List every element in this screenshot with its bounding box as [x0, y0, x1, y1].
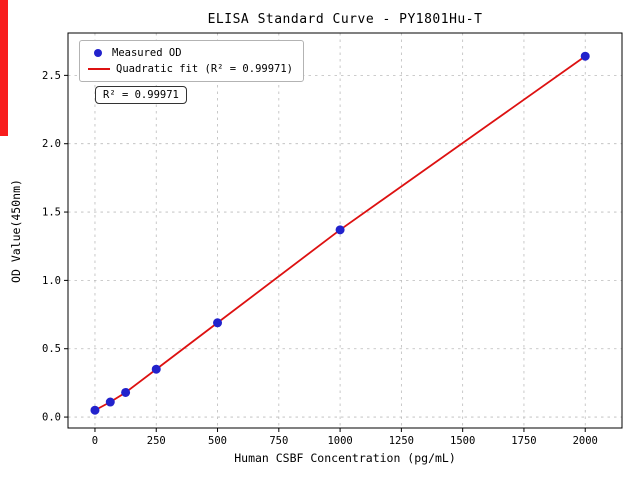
svg-text:1250: 1250 — [389, 435, 414, 447]
x-axis-label: Human CSBF Concentration (pg/mL) — [234, 451, 456, 465]
legend-marker-line-icon — [88, 68, 110, 70]
svg-text:2000: 2000 — [573, 435, 598, 447]
legend-label-measured-od: Measured OD — [112, 47, 182, 59]
svg-text:1750: 1750 — [511, 435, 536, 447]
y-axis-label: OD Value(450nm) — [9, 179, 23, 283]
svg-text:2.5: 2.5 — [42, 70, 61, 82]
svg-text:1500: 1500 — [450, 435, 475, 447]
svg-text:1.0: 1.0 — [42, 275, 61, 287]
svg-text:2.0: 2.0 — [42, 138, 61, 150]
legend-item-quadratic-fit: Quadratic fit (R² = 0.99971) — [88, 61, 293, 77]
legend-marker-dot-icon — [94, 49, 102, 57]
red-stripe-decoration — [0, 0, 8, 136]
legend-label-quadratic-fit: Quadratic fit (R² = 0.99971) — [116, 63, 294, 75]
svg-text:0.5: 0.5 — [42, 343, 61, 355]
svg-text:250: 250 — [147, 435, 166, 447]
legend: Measured OD Quadratic fit (R² = 0.99971) — [79, 40, 305, 82]
r-squared-annotation: R² = 0.99971 — [95, 86, 187, 104]
legend-item-measured-od: Measured OD — [88, 45, 293, 61]
chart-title: ELISA Standard Curve - PY1801Hu-T — [207, 12, 483, 27]
svg-text:0: 0 — [92, 435, 98, 447]
svg-text:1000: 1000 — [327, 435, 352, 447]
svg-text:500: 500 — [208, 435, 227, 447]
svg-text:0.0: 0.0 — [42, 412, 61, 424]
svg-text:1.5: 1.5 — [42, 207, 61, 219]
svg-text:750: 750 — [269, 435, 288, 447]
